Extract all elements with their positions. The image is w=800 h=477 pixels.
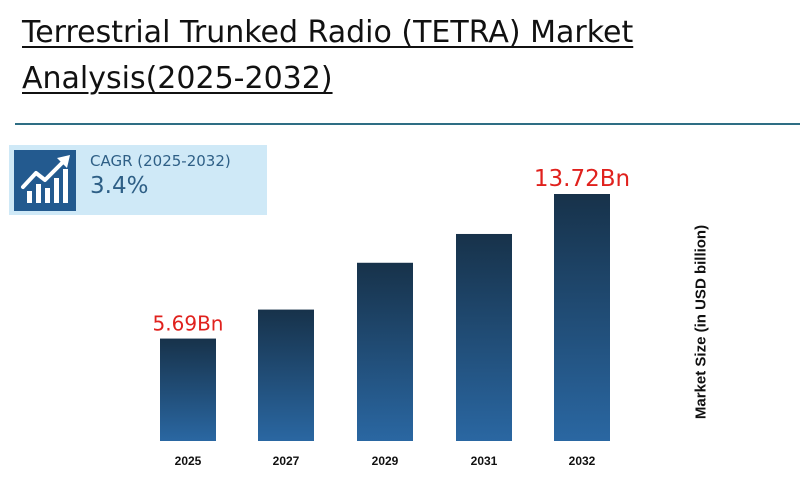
page-title: Terrestrial Trunked Radio (TETRA) Market… (22, 15, 634, 96)
cagr-callout: CAGR (2025-2032) 3.4% (9, 145, 267, 215)
x-tick-label-2031: 2031 (471, 454, 498, 468)
bar-2025 (160, 338, 216, 441)
x-tick-label-2025: 2025 (175, 454, 202, 468)
bar-2029 (357, 262, 413, 441)
x-tick-label-2027: 2027 (273, 454, 300, 468)
growth-chart-icon (14, 150, 76, 211)
bar-2031 (456, 233, 512, 441)
y-axis-label: Market Size (in USD billion) (692, 224, 710, 420)
data-label-2025: 5.69Bn (153, 312, 224, 336)
cagr-label: CAGR (2025-2032) (90, 152, 231, 170)
title-divider (15, 123, 800, 125)
x-tick-label-2032: 2032 (569, 454, 596, 468)
x-tick-label-2029: 2029 (372, 454, 399, 468)
data-label-2032: 13.72Bn (534, 166, 630, 192)
bar-2032 (554, 194, 610, 441)
cagr-value: 3.4% (90, 173, 149, 199)
bar-2027 (258, 309, 314, 441)
